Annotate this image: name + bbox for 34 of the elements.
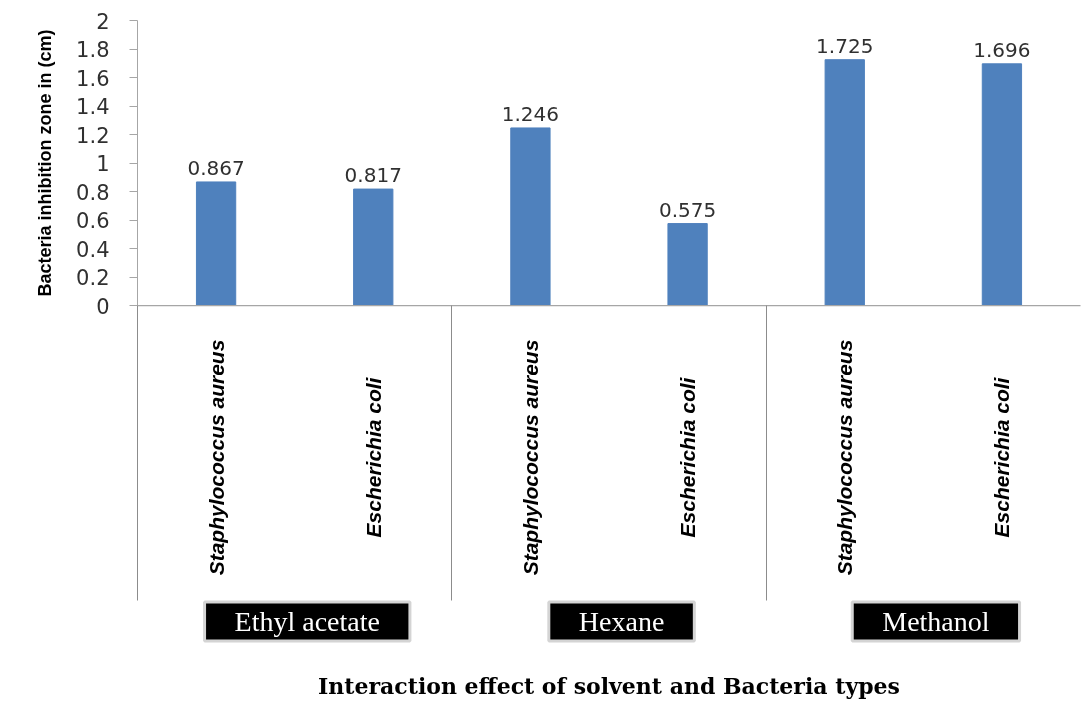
y-tick-label: 1.4 <box>76 95 110 119</box>
x-tick-label: Staphylococcus aureus <box>833 339 857 576</box>
x-tick-label: Escherichia coli <box>990 376 1014 538</box>
y-tick-label: 1 <box>96 152 110 176</box>
y-tick-label: 0.4 <box>76 237 110 262</box>
x-tick-label: Staphylococcus aureus <box>204 339 228 576</box>
y-axis-title: Bacteria inhibition zone in (cm) <box>35 29 56 297</box>
y-tick-label: 0.6 <box>76 209 110 233</box>
data-label: 1.696 <box>973 37 1031 62</box>
text: Ethyl acetate <box>234 606 380 637</box>
x-tick-label: Escherichia coli <box>676 376 700 538</box>
text: Methanol <box>882 606 990 637</box>
data-label: 0.575 <box>658 197 717 222</box>
y-tick-label: 2 <box>96 9 110 34</box>
data-label: 1.246 <box>501 101 560 126</box>
bar <box>353 188 394 306</box>
x-axis-title: Interaction effect of solvent and Bacteria types <box>318 672 900 699</box>
data-label: 1.725 <box>816 33 874 58</box>
data-label: 0.867 <box>187 155 245 180</box>
y-tick-label: 1.2 <box>76 123 110 148</box>
x-tick-label: Escherichia coli <box>361 376 385 538</box>
y-tick-label: 0 <box>96 294 110 319</box>
bar <box>510 127 551 306</box>
y-tick-label: 0.2 <box>76 266 110 290</box>
bar <box>824 59 865 306</box>
bar <box>981 63 1023 306</box>
data-label: 0.817 <box>344 163 402 188</box>
x-tick-label: Staphylococcus aureus <box>518 339 542 576</box>
bar <box>667 223 708 306</box>
y-tick-label: 1.8 <box>76 38 110 62</box>
y-tick-label: 1.6 <box>76 66 110 91</box>
y-tick-label: 0.8 <box>76 180 110 205</box>
bar <box>195 181 237 306</box>
text: Hexane <box>578 606 665 637</box>
